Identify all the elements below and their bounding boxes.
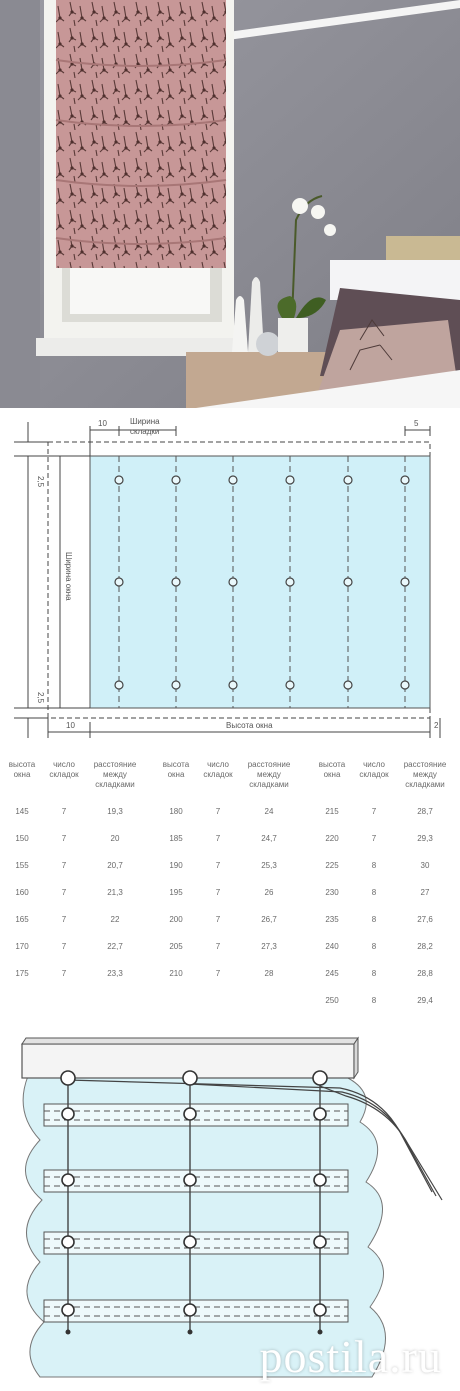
header-window-height: высота окна [318,760,346,779]
fold-table-2: высота окна число складок расстояние между с… [154,760,300,987]
table-row: 220 7 29,3 [325,834,433,843]
table-row: 195 7 26 [169,888,274,897]
rings [114,475,410,690]
table-row: 240 8 28,2 [325,942,433,951]
header-fold-distance: расстояние между складками [247,760,291,789]
dim-window-height: Высота окна [226,721,273,730]
header-window-height: высота окна [162,760,190,779]
dim-5: 5 [414,419,419,428]
table-row: 250 8 29,4 [325,996,433,1005]
table-row: 185 7 24,7 [169,834,277,843]
fold-layout-diagram: 10 Ширина складки 5 2,5 2,5 Ширина окна … [14,417,441,738]
table-row: 175 7 23,3 [15,969,123,978]
header-window-height: высота окна [8,760,36,779]
table-row: 215 7 28,7 [325,807,433,816]
dim-25-top: 2,5 [36,476,45,488]
table-row: 210 7 28 [169,969,274,978]
table-row: 225 8 30 [325,861,430,870]
table-row: 180 7 24 [169,807,274,816]
room-photo [0,0,460,408]
dim-10-top: 10 [98,419,107,428]
table-row: 155 7 20,7 [15,861,123,870]
header-fold-distance: расстояние между складками [403,760,447,789]
dim-fold-width-1: Ширина [130,417,160,426]
table-row: 165 7 22 [15,915,120,924]
table-row: 150 7 20 [15,834,120,843]
table-row: 170 7 22,7 [15,942,123,951]
header-fold-distance: расстояние между складками [93,760,137,789]
fold-tables: высота окна число складок расстояние между с… [0,760,460,1030]
header-fold-count: число складок [203,760,233,779]
table-row: 235 8 27,6 [325,915,433,924]
header-fold-count: число складок [359,760,389,779]
table-row: 145 7 19,3 [15,807,123,816]
table-row: 190 7 25,3 [169,861,277,870]
fold-table-1: высота окна число складок расстояние между с… [0,760,146,987]
table-row: 205 7 27,3 [169,942,277,951]
table-row: 245 8 28,8 [325,969,433,978]
dim-fold-width-2: складки [130,427,159,436]
pull-cords [67,1079,443,1201]
dim-window-width: Ширина окна [64,552,73,601]
header-fold-count: число складок [49,760,79,779]
assembly-scheme [21,1036,443,1378]
dim-10-bottom: 10 [66,721,75,730]
watermark: postila.ru [259,1331,442,1382]
dim-25-bottom: 2,5 [36,692,45,704]
window-area [89,455,431,709]
cord-rings [60,1070,328,1317]
dim-2: 2 [434,721,439,730]
table-row: 230 8 27 [325,888,430,897]
table-row: 160 7 21,3 [15,888,123,897]
fold-table-3: высота окна число складок расстояние между с… [310,760,456,1014]
table-row: 200 7 26,7 [169,915,277,924]
